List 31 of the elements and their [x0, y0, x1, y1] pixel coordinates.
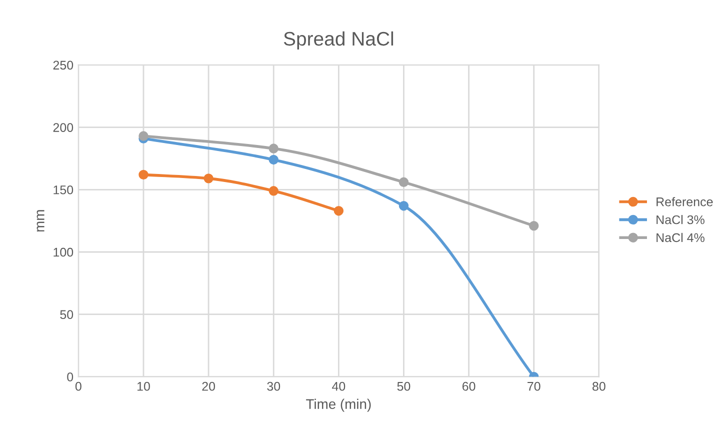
legend-label: Reference — [656, 197, 713, 206]
x-tick-label: 60 — [462, 382, 476, 391]
point — [204, 174, 214, 184]
x-tick-label: 30 — [267, 382, 280, 391]
point — [334, 206, 344, 216]
x-tick-label: 0 — [75, 382, 82, 391]
x-tick-label: 80 — [592, 382, 606, 391]
x-tick-label: 70 — [528, 382, 540, 391]
x-tick-label: 50 — [397, 382, 410, 391]
point — [398, 177, 409, 188]
x-tick-label: 40 — [332, 382, 346, 391]
point — [138, 131, 148, 141]
legend-label: NaCl 3% — [656, 215, 704, 224]
y-tick-label: 0 — [67, 372, 74, 382]
x-tick-label: 10 — [137, 382, 150, 391]
y-tick-label: 100 — [54, 248, 74, 257]
y-tick-label: 250 — [53, 60, 74, 70]
point — [138, 170, 148, 180]
point — [398, 201, 409, 211]
y-axis-title: mm — [36, 210, 44, 232]
x-axis-title: Time (min) — [306, 398, 371, 412]
point — [528, 220, 539, 231]
x-tick-label: 20 — [202, 382, 216, 391]
chart-title: Spread NaCl — [284, 31, 394, 50]
point — [268, 144, 278, 154]
y-tick-label: 50 — [60, 310, 74, 320]
y-tick-label: 150 — [54, 185, 74, 194]
point — [268, 186, 278, 196]
point — [268, 154, 278, 165]
legend-label: NaCl 4% — [656, 232, 704, 242]
y-tick-label: 200 — [53, 123, 74, 132]
